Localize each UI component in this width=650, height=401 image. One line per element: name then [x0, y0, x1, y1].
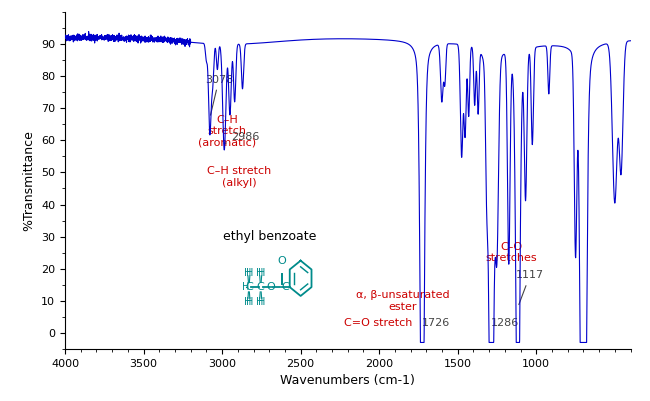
Text: 3078: 3078	[205, 75, 233, 115]
Text: H: H	[242, 282, 250, 292]
Text: C–O
stretches: C–O stretches	[486, 242, 537, 263]
Text: H: H	[244, 268, 252, 277]
Text: C–H stretch
(alkyl): C–H stretch (alkyl)	[207, 166, 272, 188]
Text: H: H	[258, 297, 266, 306]
Text: H: H	[255, 268, 263, 277]
Text: O: O	[278, 256, 286, 266]
Text: 2986: 2986	[224, 132, 260, 144]
Text: C–H
stretch
(aromatic): C–H stretch (aromatic)	[198, 115, 256, 148]
Text: C: C	[281, 282, 289, 292]
Text: C=O stretch: C=O stretch	[344, 318, 412, 328]
Text: C: C	[257, 282, 265, 292]
Text: H: H	[255, 297, 263, 306]
Text: α, β-unsaturated
ester: α, β-unsaturated ester	[356, 290, 450, 312]
Text: H: H	[244, 297, 252, 306]
X-axis label: Wavenumbers (cm-1): Wavenumbers (cm-1)	[280, 374, 415, 387]
Text: H: H	[258, 268, 266, 277]
Text: H: H	[246, 297, 254, 306]
Y-axis label: %Transmittance: %Transmittance	[23, 130, 36, 231]
Text: H: H	[246, 268, 254, 277]
Text: C: C	[245, 282, 253, 292]
Text: 1726: 1726	[422, 318, 450, 328]
Text: O: O	[266, 282, 275, 292]
Text: ethyl benzoate: ethyl benzoate	[222, 230, 316, 243]
Text: 1286: 1286	[491, 318, 519, 328]
Text: 1117: 1117	[516, 270, 544, 305]
